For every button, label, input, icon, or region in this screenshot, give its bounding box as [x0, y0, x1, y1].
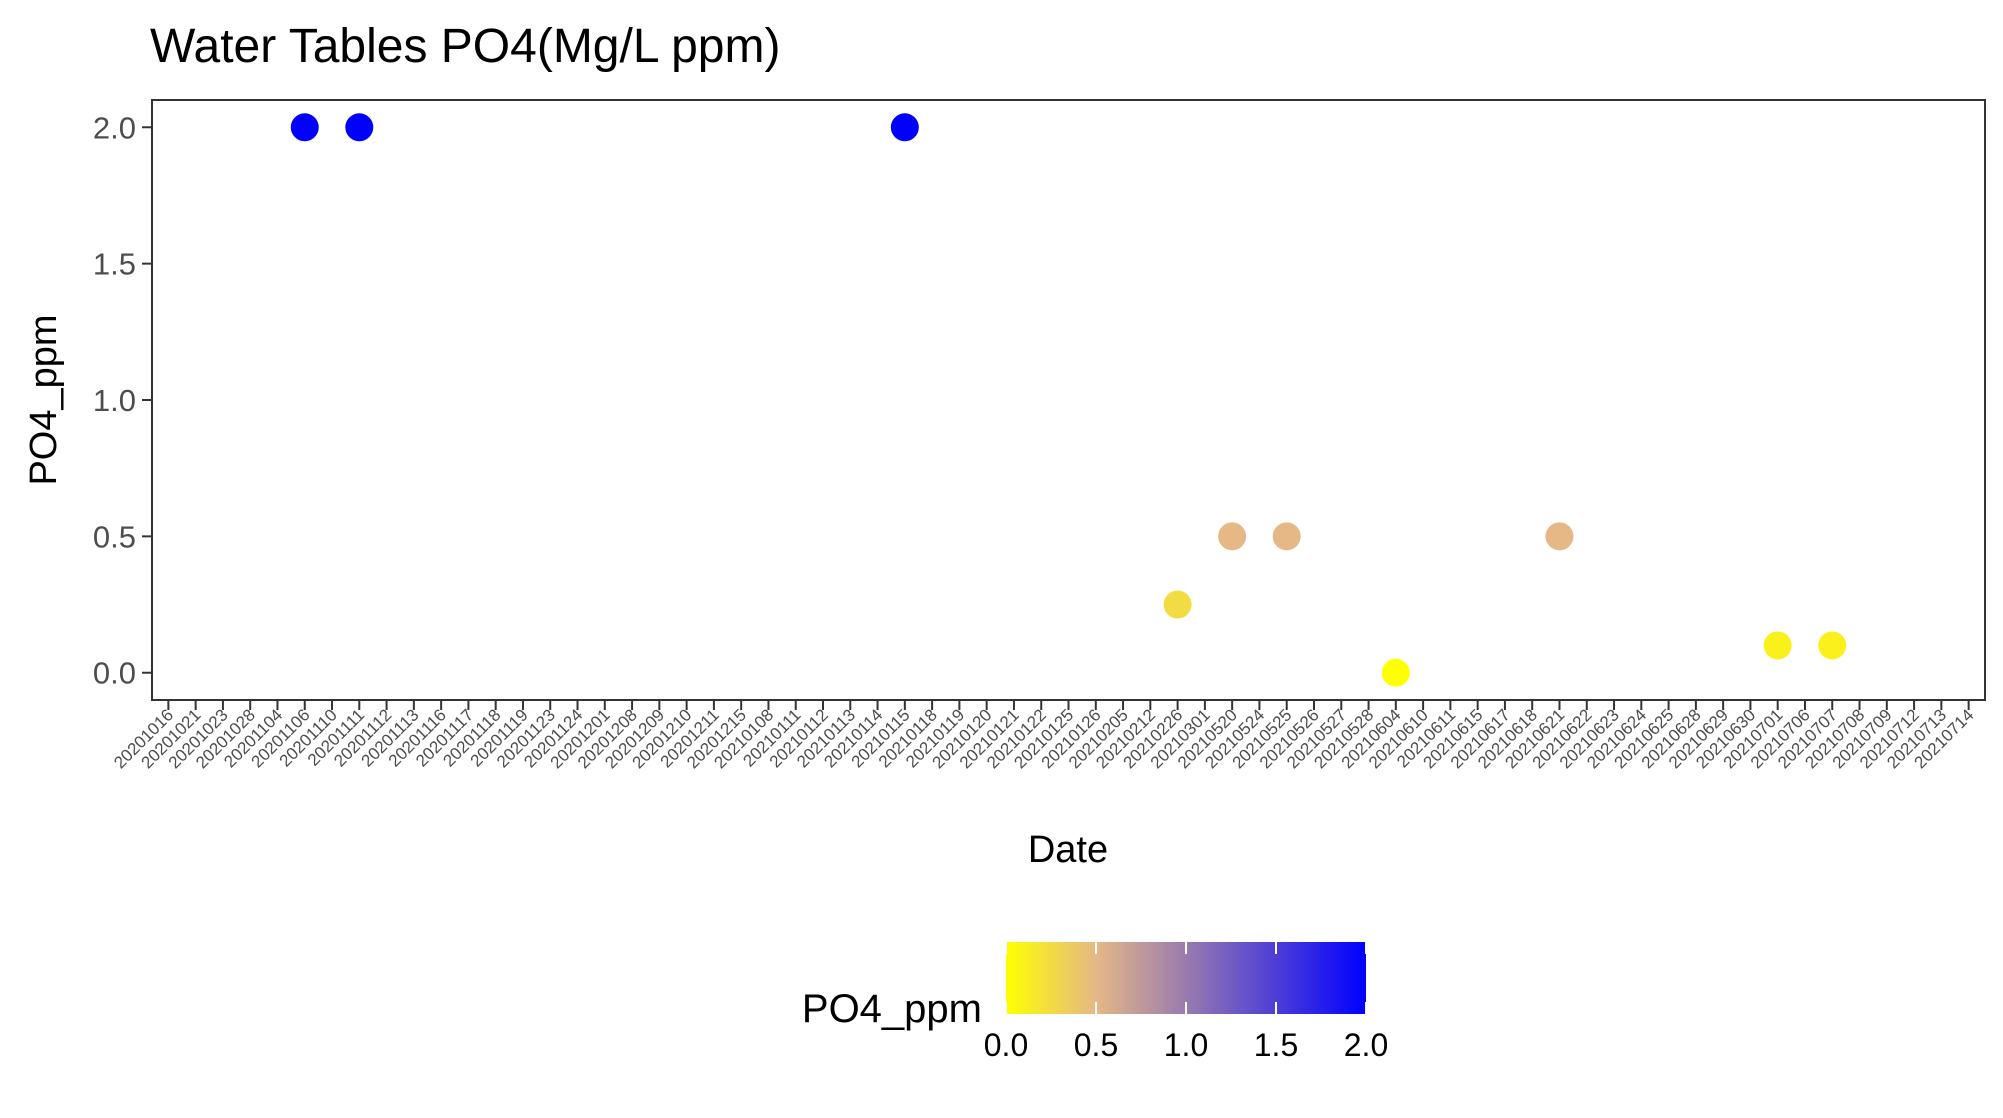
- legend-tick-label: 2.0: [1344, 1027, 1388, 1063]
- legend-tick-label: 0.0: [984, 1027, 1028, 1063]
- plot-panel: [151, 99, 1986, 701]
- legend-ticks: 0.0 0.5 1.0 1.5 2.0: [984, 942, 1388, 1063]
- y-axis: 0.0 0.5 1.0 1.5 2.0: [93, 110, 152, 691]
- data-point: [1763, 631, 1792, 660]
- data-point: [1218, 522, 1247, 551]
- data-point: [345, 113, 374, 142]
- y-axis-title: PO4_ppm: [23, 314, 65, 485]
- legend-tick-label: 1.5: [1254, 1027, 1298, 1063]
- data-point: [1163, 590, 1192, 619]
- data-point: [890, 113, 919, 142]
- legend-tick-label: 1.0: [1164, 1027, 1208, 1063]
- y-tick-label: 0.5: [93, 519, 136, 554]
- data-point: [1545, 522, 1574, 551]
- legend-tick-label: 0.5: [1074, 1027, 1118, 1063]
- x-axis-title: Date: [1028, 829, 1108, 871]
- data-point: [1272, 522, 1301, 551]
- y-tick-label: 1.0: [93, 383, 136, 418]
- chart-title: Water Tables PO4(Mg/L ppm): [150, 20, 780, 73]
- y-tick-label: 2.0: [93, 110, 136, 145]
- x-axis: 2020101620201021202010232020102820201104…: [110, 700, 1977, 772]
- data-point: [1381, 658, 1410, 687]
- color-legend: PO4_ppm 0.0 0.5 1.0 1.5 2.0: [802, 942, 1388, 1063]
- data-points: [290, 113, 1847, 687]
- y-tick-label: 1.5: [93, 247, 136, 282]
- data-point: [1818, 631, 1847, 660]
- y-tick-label: 0.0: [93, 656, 136, 691]
- data-point: [290, 113, 319, 142]
- legend-title: PO4_ppm: [802, 987, 982, 1031]
